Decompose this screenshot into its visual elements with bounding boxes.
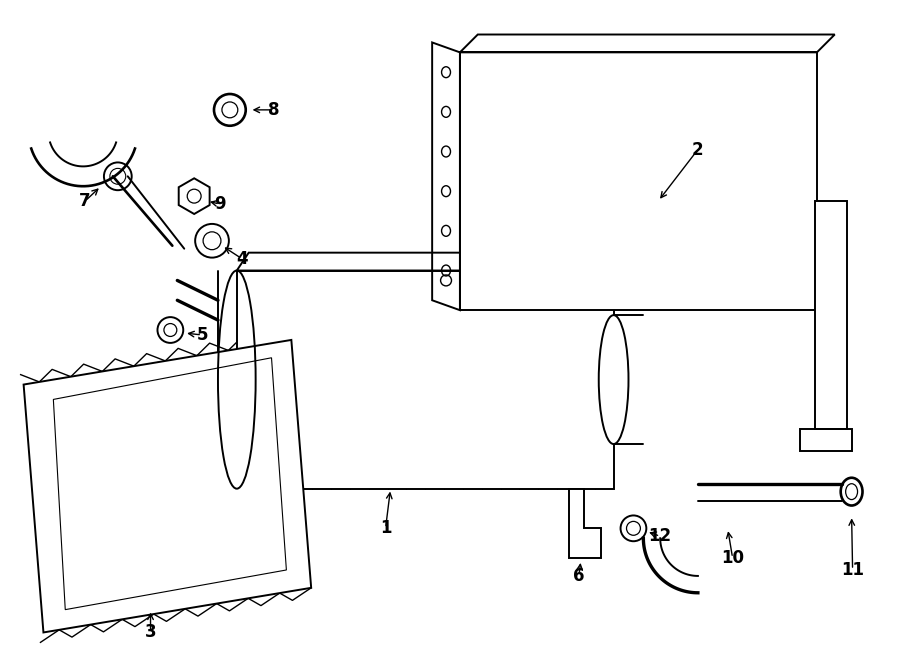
Text: 12: 12 — [649, 527, 671, 545]
Polygon shape — [237, 271, 614, 489]
Polygon shape — [23, 340, 311, 632]
Text: 3: 3 — [145, 624, 157, 641]
Polygon shape — [569, 489, 600, 558]
Text: 4: 4 — [236, 250, 248, 267]
Polygon shape — [179, 178, 210, 214]
Text: 2: 2 — [692, 140, 704, 158]
Text: 5: 5 — [196, 326, 208, 344]
Text: 11: 11 — [842, 561, 864, 579]
Polygon shape — [814, 201, 847, 429]
Text: 9: 9 — [214, 195, 226, 213]
Text: 1: 1 — [380, 519, 392, 538]
Text: 6: 6 — [573, 567, 585, 585]
Polygon shape — [460, 52, 817, 310]
Text: 10: 10 — [721, 549, 744, 567]
Text: 7: 7 — [79, 192, 91, 210]
Text: 8: 8 — [267, 101, 279, 119]
Ellipse shape — [598, 315, 628, 444]
